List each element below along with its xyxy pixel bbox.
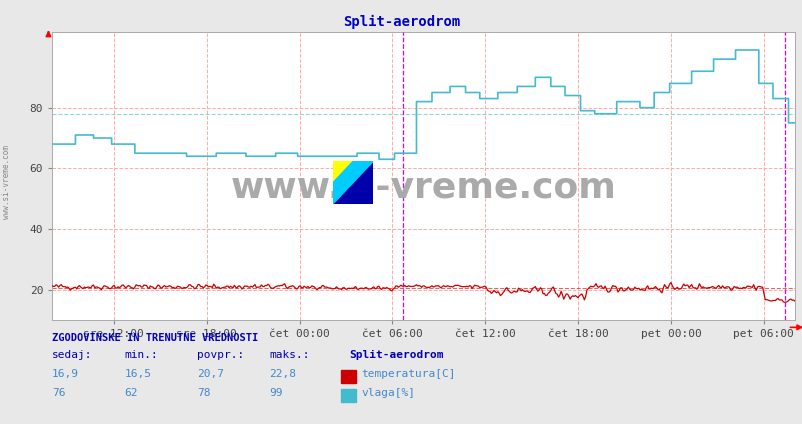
Text: povpr.:: povpr.: [196, 350, 244, 360]
Text: ZGODOVINSKE IN TRENUTNE VREDNOSTI: ZGODOVINSKE IN TRENUTNE VREDNOSTI [52, 333, 258, 343]
Text: 22,8: 22,8 [269, 369, 296, 379]
Polygon shape [333, 161, 373, 204]
Text: 16,9: 16,9 [52, 369, 79, 379]
Text: sedaj:: sedaj: [52, 350, 92, 360]
Text: Split-aerodrom: Split-aerodrom [349, 350, 444, 360]
Text: 99: 99 [269, 388, 282, 399]
Polygon shape [333, 161, 373, 204]
Text: maks.:: maks.: [269, 350, 309, 360]
Text: min.:: min.: [124, 350, 158, 360]
Text: www.si-vreme.com: www.si-vreme.com [230, 170, 616, 204]
Text: vlaga[%]: vlaga[%] [361, 388, 415, 399]
Text: temperatura[C]: temperatura[C] [361, 369, 456, 379]
Text: 62: 62 [124, 388, 138, 399]
Text: 78: 78 [196, 388, 210, 399]
Text: Split-aerodrom: Split-aerodrom [342, 15, 460, 29]
Text: 20,7: 20,7 [196, 369, 224, 379]
Text: 76: 76 [52, 388, 66, 399]
Text: www.si-vreme.com: www.si-vreme.com [2, 145, 11, 219]
Polygon shape [333, 161, 373, 204]
Text: 16,5: 16,5 [124, 369, 152, 379]
